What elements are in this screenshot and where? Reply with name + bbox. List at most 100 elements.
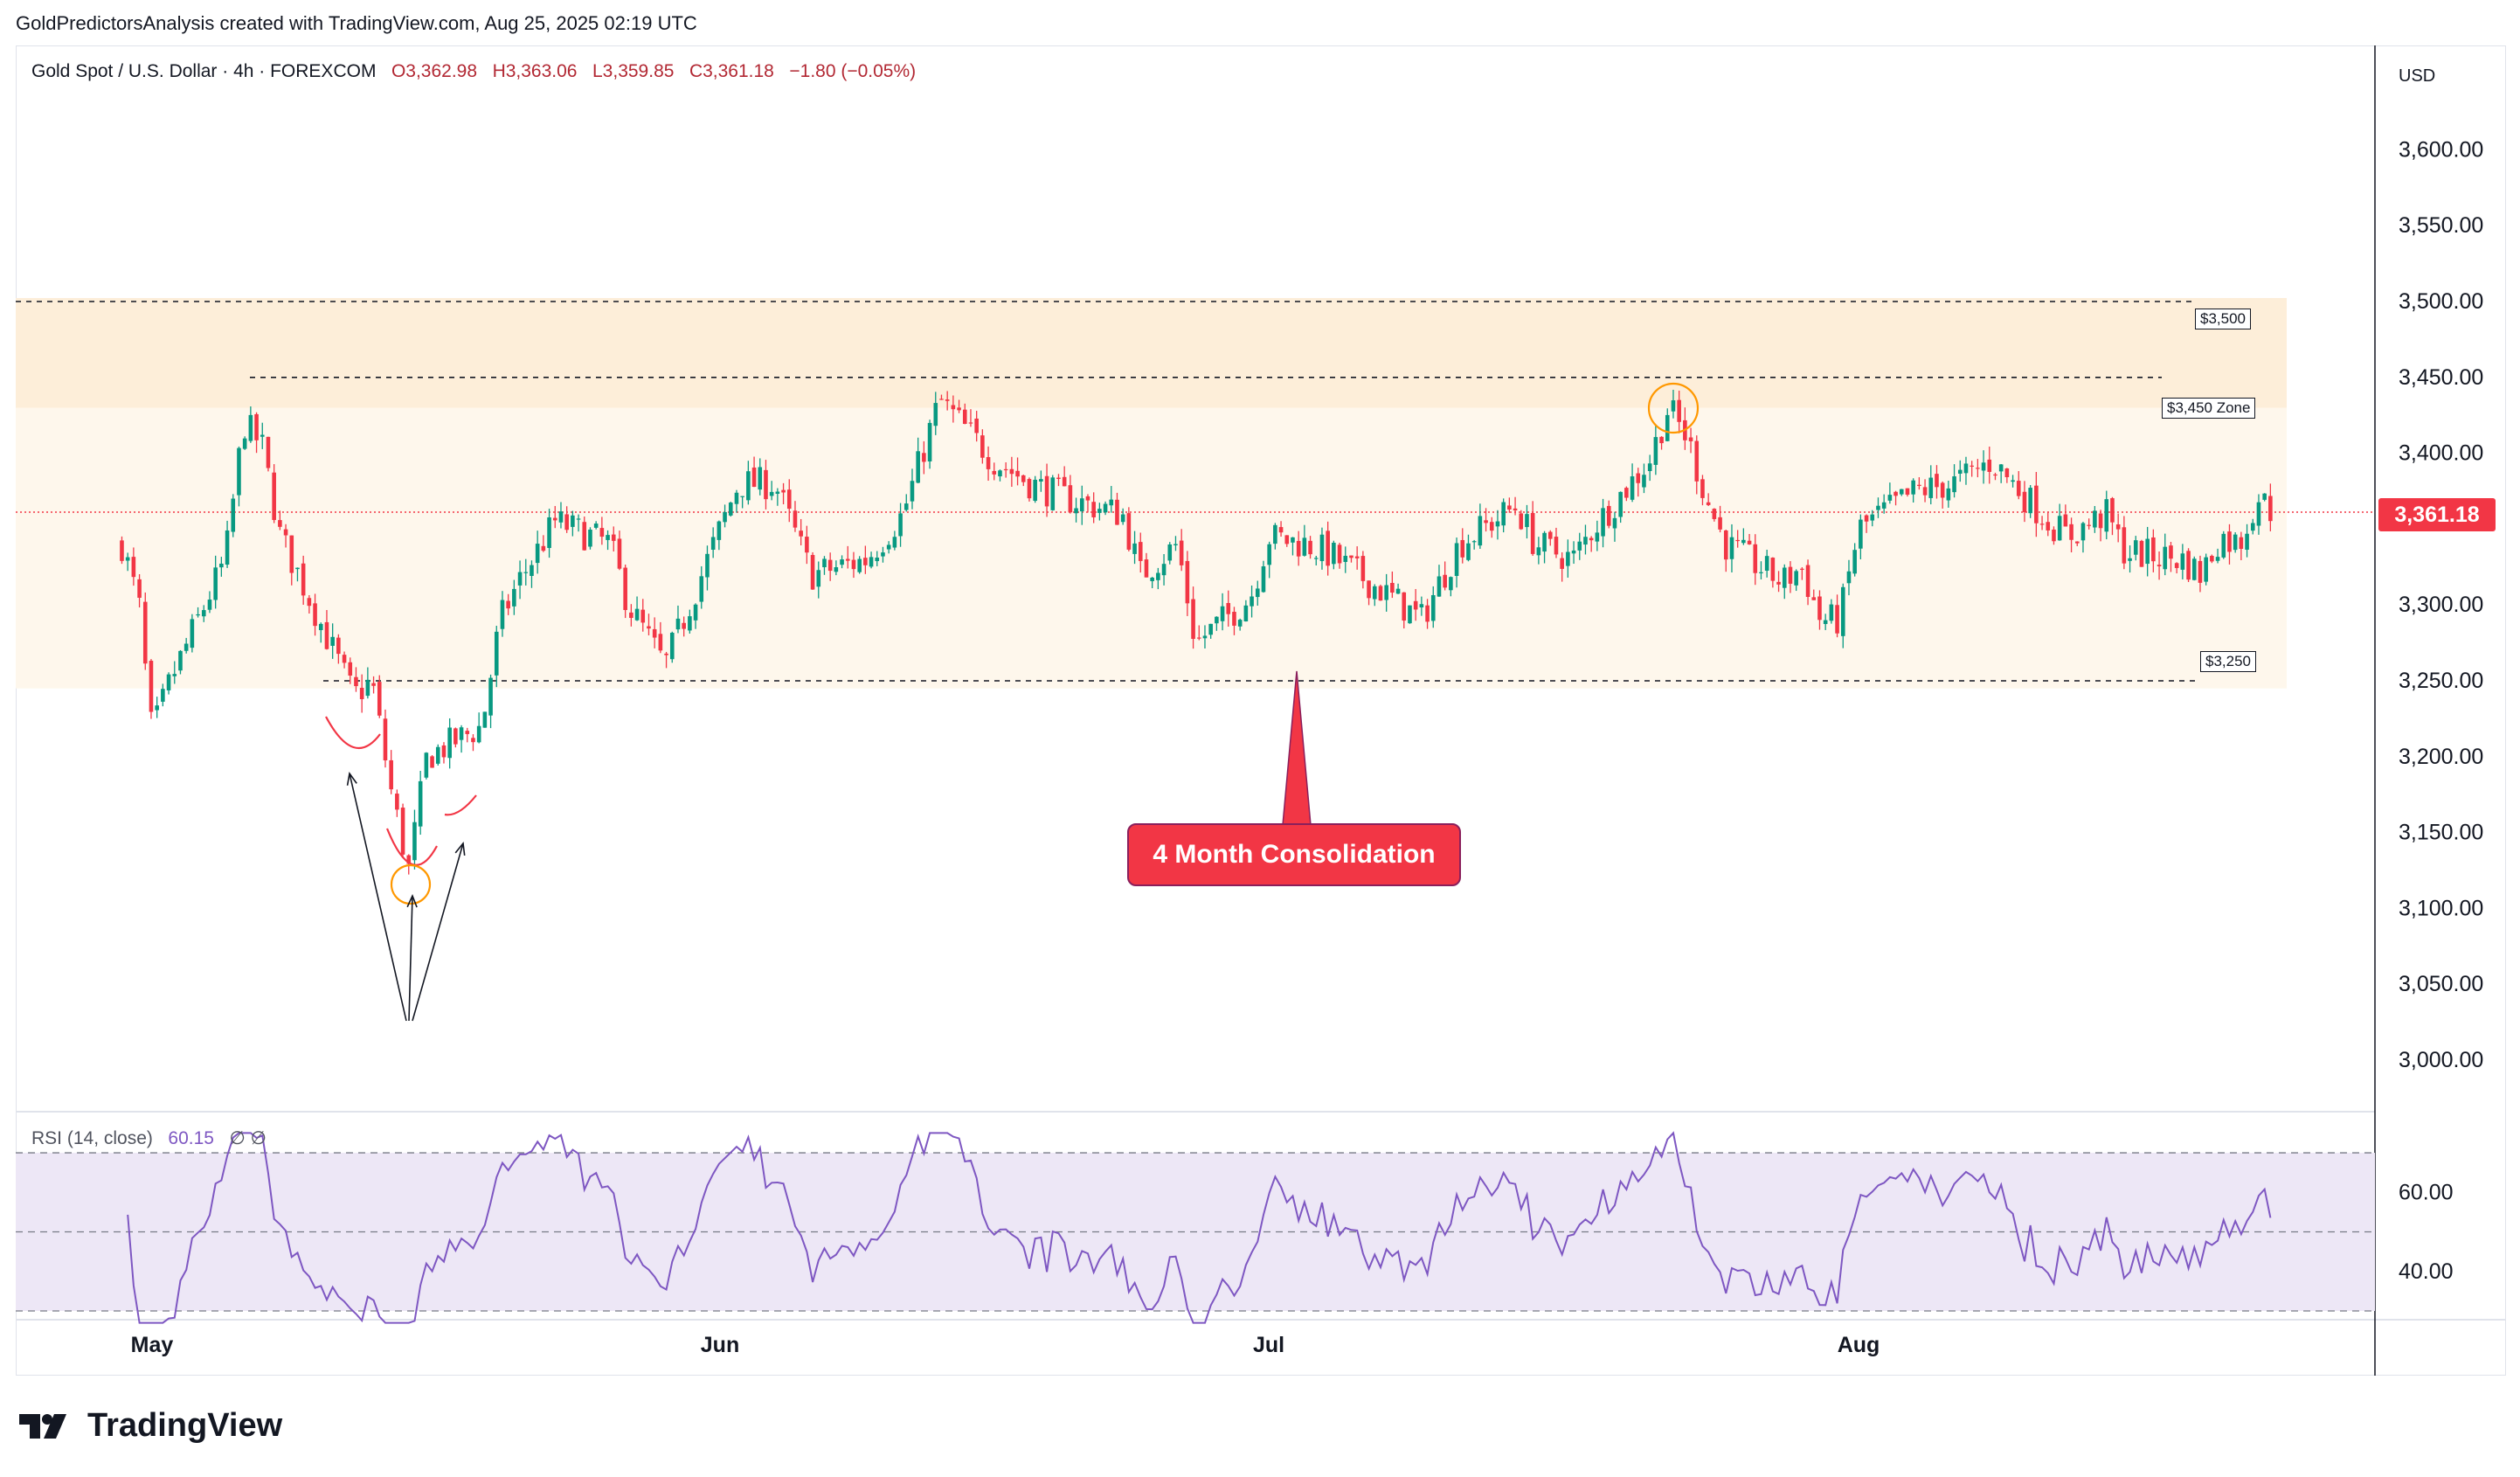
- candle-body: [1156, 572, 1160, 580]
- candle-body: [2128, 558, 2132, 561]
- candle-body: [1284, 535, 1290, 544]
- price-tick-label: 3,050.00: [2399, 972, 2483, 996]
- candle-body: [863, 558, 868, 565]
- symbol-legend: Gold Spot / U.S. Dollar · 4h · FOREXCOM …: [31, 61, 916, 82]
- candle-body: [1296, 540, 1301, 557]
- candle-body: [693, 604, 698, 621]
- candle-body: [2180, 553, 2185, 570]
- candle-body: [418, 780, 423, 827]
- candle-body: [1823, 620, 1828, 625]
- candle-body: [1677, 399, 1681, 422]
- candle-body: [606, 535, 610, 540]
- candle-body: [1642, 475, 1646, 488]
- candle-body: [1390, 582, 1395, 593]
- candle-body: [769, 491, 774, 496]
- candle-body: [658, 634, 663, 651]
- symbol-title[interactable]: Gold Spot / U.S. Dollar · 4h · FOREXCOM: [31, 61, 377, 81]
- candle-body: [1056, 477, 1061, 479]
- annotation-arrow-head: [406, 893, 418, 908]
- candle-body: [260, 434, 265, 437]
- candle-body: [1489, 522, 1494, 531]
- candle-body: [1770, 558, 1776, 581]
- candle-body: [1542, 532, 1547, 552]
- candle-body: [1332, 543, 1336, 565]
- candle-body: [2004, 468, 2010, 477]
- candle-body: [1349, 555, 1353, 558]
- candle-body: [476, 725, 481, 743]
- candle-body: [2145, 538, 2150, 565]
- candle-body: [1255, 588, 1260, 598]
- candle-body: [330, 636, 335, 646]
- candle-body: [1665, 414, 1670, 441]
- candle-body: [816, 570, 821, 587]
- candle-body: [1232, 612, 1236, 626]
- candle-body: [1712, 509, 1717, 519]
- candle-body: [131, 557, 136, 578]
- candle-body: [1173, 544, 1178, 545]
- candle-body: [2169, 545, 2173, 559]
- candle-body: [2110, 498, 2115, 523]
- candle-body: [196, 614, 200, 616]
- candle-body: [447, 727, 452, 759]
- candle-body: [1226, 602, 1231, 614]
- currency-label[interactable]: USD: [2399, 66, 2436, 86]
- candle-body: [1905, 488, 1910, 496]
- candle-body: [1671, 400, 1676, 412]
- candle-body: [1419, 604, 1424, 607]
- candle-body: [465, 731, 470, 734]
- candle-body: [1606, 505, 1611, 526]
- last-price-tag: 3,361.18: [2378, 498, 2496, 531]
- candle-body: [2074, 541, 2080, 544]
- candle-body: [758, 467, 763, 490]
- level-label-3500: $3,500: [2195, 309, 2251, 329]
- candle-body: [336, 637, 341, 655]
- candle-body: [1829, 604, 1834, 621]
- candle-body: [2233, 534, 2238, 551]
- rsi-extra: ∅ ∅: [229, 1128, 267, 1148]
- candle-body: [453, 728, 458, 745]
- candle-body: [1062, 476, 1067, 487]
- annotation-arrow: [412, 843, 464, 1022]
- candle-body: [2080, 523, 2086, 541]
- candle-body: [1308, 540, 1312, 555]
- candle-body: [1085, 496, 1090, 501]
- candle-body: [968, 422, 973, 424]
- annotation-arrow-head: [346, 771, 357, 786]
- candle-body: [1378, 586, 1383, 601]
- candle-body: [2104, 499, 2109, 532]
- candle-body: [1870, 514, 1875, 521]
- candle-body: [728, 503, 733, 516]
- candle-body: [869, 557, 874, 567]
- candle-body: [1501, 502, 1506, 526]
- candle-body: [1454, 543, 1459, 576]
- candle-body: [1835, 605, 1839, 634]
- candle-body: [1273, 524, 1277, 544]
- candle-body: [318, 623, 323, 631]
- candle-body: [125, 557, 130, 561]
- candle-body: [980, 435, 985, 458]
- candle-body: [1653, 437, 1658, 465]
- candle-body: [857, 558, 862, 572]
- candle-body: [1618, 491, 1623, 517]
- candle-body: [1384, 585, 1388, 600]
- candle-body: [1917, 484, 1921, 487]
- candle-body: [1495, 521, 1500, 527]
- candle-body: [998, 470, 1002, 477]
- candle-body: [1208, 623, 1213, 635]
- candle-body: [2191, 558, 2197, 580]
- candle-body: [652, 628, 657, 638]
- candle-body: [1191, 599, 1195, 640]
- candle-body: [137, 579, 142, 598]
- candle-body: [1091, 502, 1096, 517]
- candle-body: [1402, 592, 1407, 621]
- candle-body: [1302, 537, 1307, 556]
- rsi-title[interactable]: RSI (14, close): [31, 1128, 153, 1148]
- candle-body: [1800, 568, 1804, 570]
- candle-body: [2093, 510, 2097, 528]
- candle-body: [1729, 537, 1734, 559]
- candle-body: [822, 558, 827, 568]
- tradingview-logo[interactable]: TradingView: [19, 1407, 282, 1445]
- price-tick-label: 3,300.00: [2399, 593, 2483, 617]
- candle-body: [1981, 462, 1986, 471]
